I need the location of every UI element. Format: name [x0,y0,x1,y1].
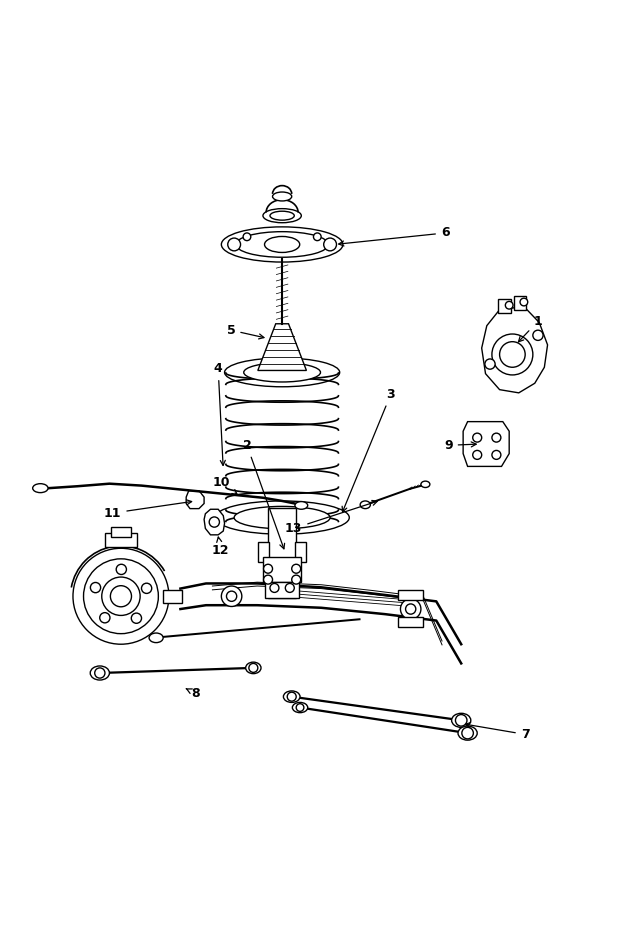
Circle shape [287,692,296,701]
Ellipse shape [149,633,163,643]
Ellipse shape [360,501,370,508]
Ellipse shape [33,484,48,492]
Circle shape [472,433,481,442]
Ellipse shape [246,663,261,674]
Circle shape [285,584,294,592]
Circle shape [249,664,258,672]
Bar [105,533,137,547]
Circle shape [228,238,240,251]
Text: 11: 11 [104,500,192,520]
Circle shape [505,302,513,309]
Bar [398,617,424,627]
Circle shape [270,584,279,592]
Circle shape [292,575,301,585]
Circle shape [102,577,140,615]
Circle shape [492,433,501,442]
Bar [265,582,299,598]
Circle shape [492,334,533,375]
Bar [163,590,181,603]
Bar [263,557,301,582]
Polygon shape [463,422,509,466]
Bar [295,542,306,563]
Circle shape [401,599,421,619]
Ellipse shape [234,506,330,528]
Circle shape [263,565,272,573]
Circle shape [313,233,321,241]
Circle shape [73,548,169,645]
Ellipse shape [421,481,430,487]
Text: 6: 6 [338,227,449,246]
Circle shape [456,715,467,726]
Ellipse shape [224,358,340,387]
Text: 1: 1 [519,315,542,342]
Bar [513,296,526,309]
Text: 8: 8 [186,687,200,700]
Ellipse shape [272,192,292,201]
Circle shape [462,727,473,739]
Ellipse shape [236,231,328,257]
Ellipse shape [295,502,308,509]
Circle shape [100,613,110,623]
Bar [258,542,269,563]
Circle shape [116,565,126,574]
Text: 2: 2 [242,439,285,548]
Circle shape [406,604,416,614]
Ellipse shape [270,211,294,220]
Ellipse shape [90,666,110,680]
Bar [398,590,424,600]
Text: 10: 10 [213,476,237,495]
Ellipse shape [263,208,301,223]
Ellipse shape [265,236,300,252]
Bar [268,508,296,598]
Ellipse shape [221,227,343,262]
Polygon shape [204,509,224,535]
Text: 13: 13 [285,501,378,535]
Circle shape [90,583,101,593]
Text: 4: 4 [214,362,226,466]
Bar [112,527,131,537]
Circle shape [492,450,501,460]
Bar [498,299,511,313]
Ellipse shape [283,691,300,703]
Ellipse shape [244,363,320,382]
Circle shape [209,517,219,527]
Circle shape [263,575,272,585]
Circle shape [520,298,528,306]
Ellipse shape [458,726,477,740]
Text: 3: 3 [342,387,395,512]
Text: 9: 9 [444,439,476,452]
Circle shape [296,704,304,711]
Circle shape [142,584,152,593]
Circle shape [131,613,142,624]
Ellipse shape [292,703,308,713]
Polygon shape [481,307,547,393]
Circle shape [499,342,525,367]
Ellipse shape [452,713,470,727]
Circle shape [95,668,105,678]
Circle shape [324,238,337,251]
Circle shape [485,359,495,369]
Circle shape [243,233,251,241]
Polygon shape [194,494,201,505]
Circle shape [221,586,242,606]
Text: 12: 12 [212,537,229,557]
Circle shape [226,591,237,602]
Ellipse shape [215,501,349,534]
Text: 5: 5 [226,324,264,339]
Circle shape [533,330,543,341]
Text: 7: 7 [465,723,529,741]
Circle shape [472,450,481,460]
Polygon shape [258,324,306,370]
Circle shape [292,565,301,573]
